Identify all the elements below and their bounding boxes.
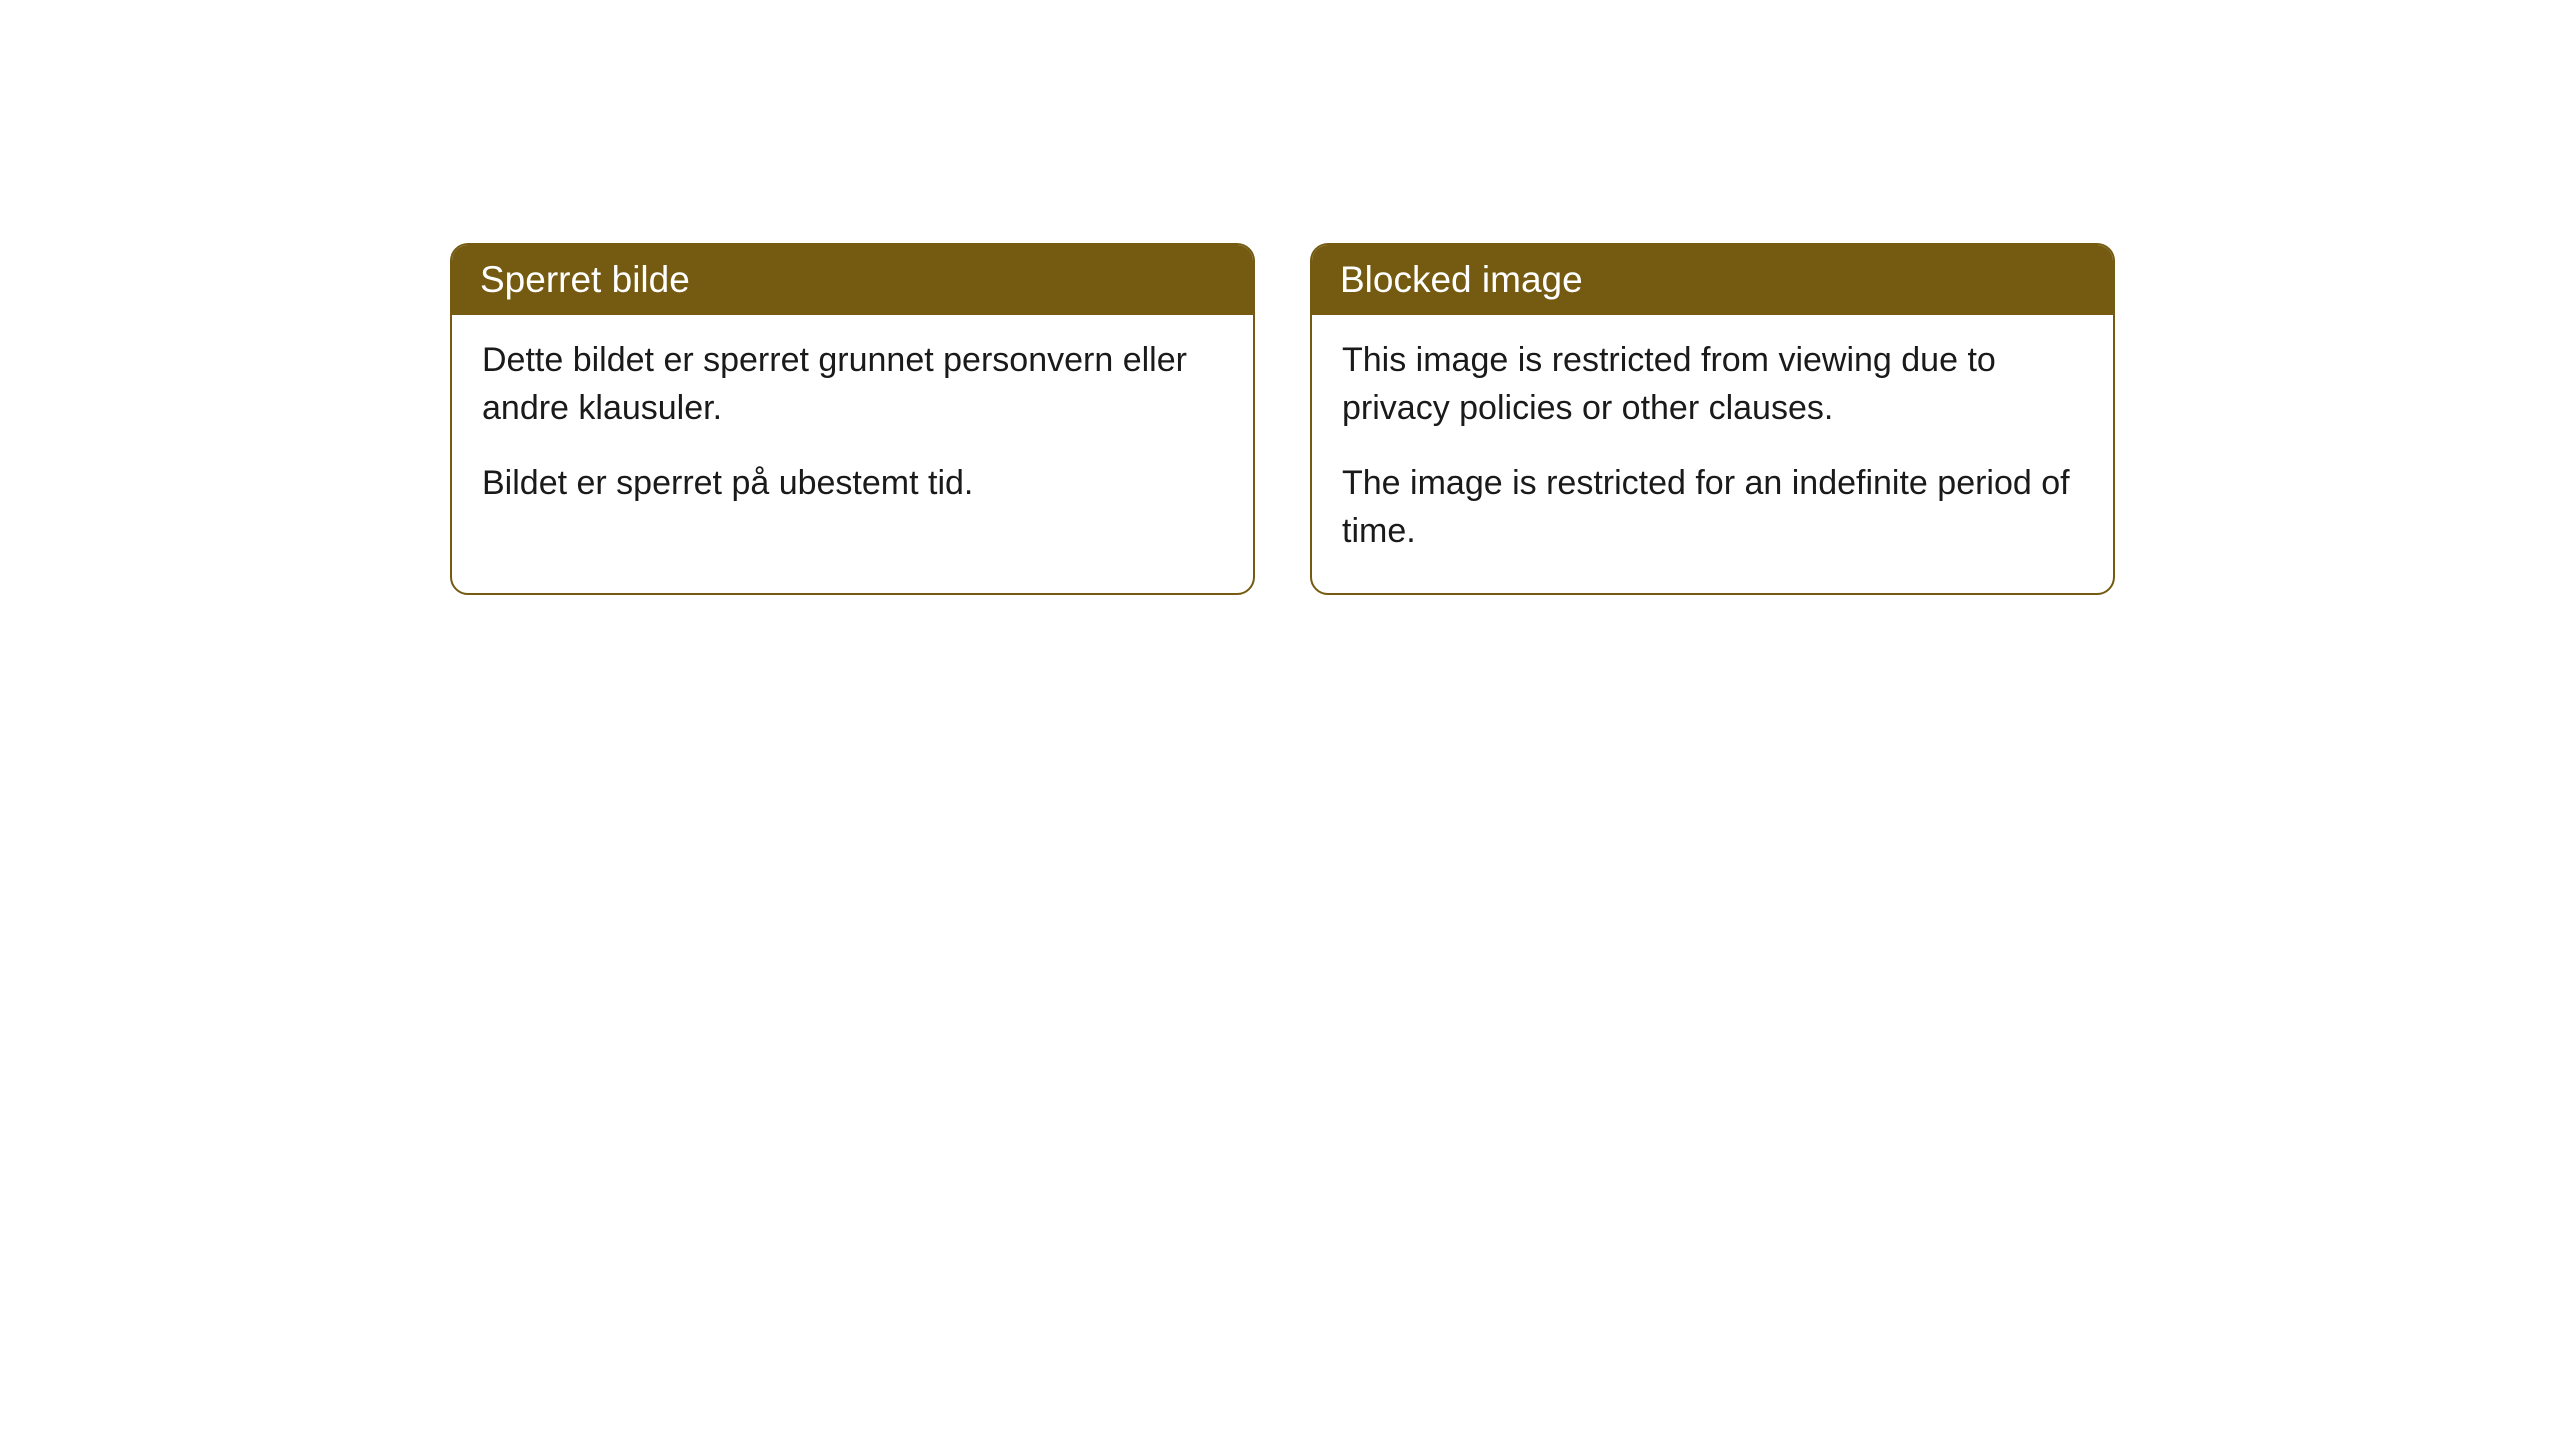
card-title: Sperret bilde xyxy=(480,259,690,300)
notice-cards-container: Sperret bilde Dette bildet er sperret gr… xyxy=(450,243,2115,595)
card-paragraph: Bildet er sperret på ubestemt tid. xyxy=(482,460,1223,508)
card-paragraph: The image is restricted for an indefinit… xyxy=(1342,460,2083,555)
card-body: This image is restricted from viewing du… xyxy=(1312,315,2113,593)
card-header: Sperret bilde xyxy=(452,245,1253,315)
card-paragraph: Dette bildet er sperret grunnet personve… xyxy=(482,337,1223,432)
card-header: Blocked image xyxy=(1312,245,2113,315)
notice-card-norwegian: Sperret bilde Dette bildet er sperret gr… xyxy=(450,243,1255,595)
notice-card-english: Blocked image This image is restricted f… xyxy=(1310,243,2115,595)
card-body: Dette bildet er sperret grunnet personve… xyxy=(452,315,1253,546)
card-title: Blocked image xyxy=(1340,259,1583,300)
card-paragraph: This image is restricted from viewing du… xyxy=(1342,337,2083,432)
